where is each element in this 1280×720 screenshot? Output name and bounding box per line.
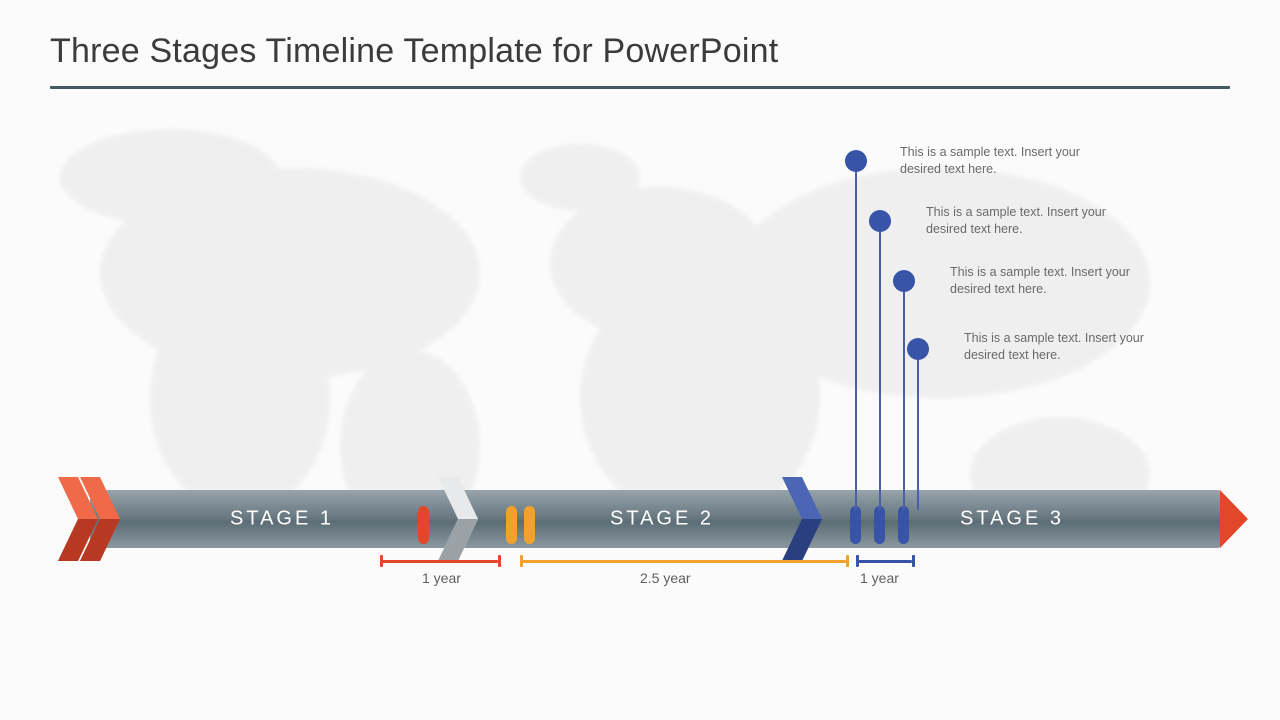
- callout-dot-2: [869, 210, 891, 232]
- stage-chevron-3: [782, 477, 840, 561]
- callout-dot-1: [845, 150, 867, 172]
- duration-cap: [380, 555, 383, 567]
- duration-line-3: [856, 560, 912, 563]
- callout-stem-3: [903, 280, 905, 510]
- duration-label-1: 1 year: [422, 570, 461, 586]
- duration-cap: [520, 555, 523, 567]
- callout-text-2: This is a sample text. Insert your desir…: [926, 204, 1106, 238]
- duration-line-2: [520, 560, 846, 563]
- duration-line-1: [380, 560, 498, 563]
- timeline-marker-4: [850, 506, 861, 544]
- duration-label-2: 2.5 year: [640, 570, 691, 586]
- page-title: Three Stages Timeline Template for Power…: [50, 32, 778, 71]
- duration-cap: [856, 555, 859, 567]
- duration-label-3: 1 year: [860, 570, 899, 586]
- timeline-arrow-bar: STAGE 1 STAGE 2 STAGE 3: [90, 490, 1220, 548]
- stage-label-2: STAGE 2: [610, 508, 714, 531]
- callout-dot-4: [907, 338, 929, 360]
- callout-stem-4: [917, 348, 919, 510]
- stage-label-3: STAGE 3: [960, 508, 1064, 531]
- timeline-marker-3: [524, 506, 535, 544]
- callout-stem-1: [855, 160, 857, 510]
- timeline-marker-6: [898, 506, 909, 544]
- duration-cap: [846, 555, 849, 567]
- callout-stem-2: [879, 220, 881, 510]
- callout-text-4: This is a sample text. Insert your desir…: [964, 330, 1144, 364]
- callout-text-1: This is a sample text. Insert your desir…: [900, 144, 1080, 178]
- callout-text-3: This is a sample text. Insert your desir…: [950, 264, 1130, 298]
- duration-cap: [498, 555, 501, 567]
- stage-chevron-2: [438, 477, 496, 561]
- timeline-marker-2: [506, 506, 517, 544]
- stage-chevron-1: [58, 477, 130, 561]
- stage-label-1: STAGE 1: [230, 508, 334, 531]
- title-underline: [50, 86, 1230, 89]
- duration-cap: [912, 555, 915, 567]
- timeline-marker-1: [418, 506, 429, 544]
- callout-dot-3: [893, 270, 915, 292]
- timeline-marker-5: [874, 506, 885, 544]
